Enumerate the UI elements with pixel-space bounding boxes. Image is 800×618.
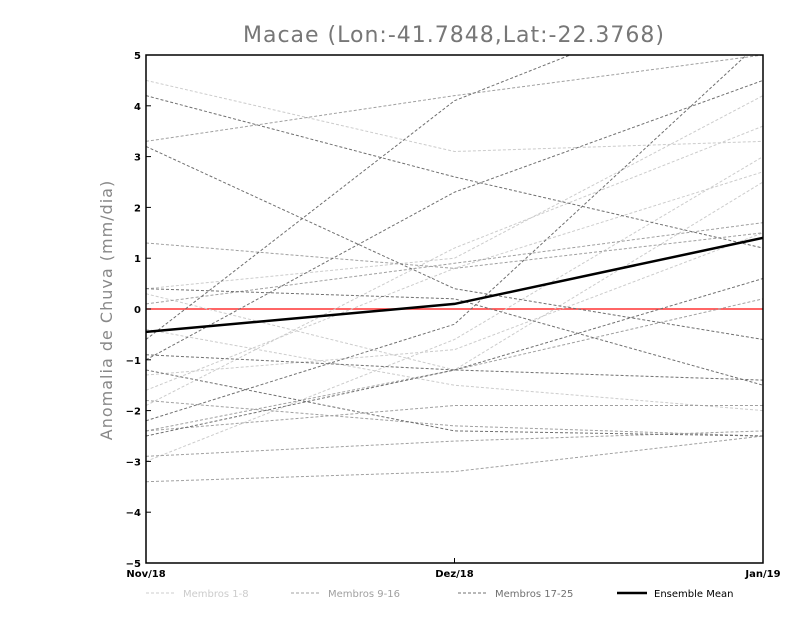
member-line-2 xyxy=(146,125,763,406)
member-line-12 xyxy=(146,430,763,457)
legend-label: Membros 1-8 xyxy=(183,589,249,600)
member-line-5 xyxy=(146,95,763,290)
member-line-20 xyxy=(146,79,763,361)
member-line-18 xyxy=(146,145,763,340)
y-tick-label: 0 xyxy=(134,305,141,316)
x-tick-label: Jan/19 xyxy=(744,569,780,580)
y-tick-label: 1 xyxy=(134,254,141,265)
legend-label: Membros 17-25 xyxy=(495,589,573,600)
legend-label: Membros 9-16 xyxy=(328,589,400,600)
member-line-22 xyxy=(146,288,763,386)
x-tick-label: Dez/18 xyxy=(435,569,474,580)
member-line-11 xyxy=(146,405,763,432)
member-line-1 xyxy=(146,79,763,153)
y-tick-label: 2 xyxy=(134,203,141,214)
ensemble-mean-line xyxy=(146,236,763,334)
member-line-10 xyxy=(146,232,763,269)
member-line-24 xyxy=(146,354,763,381)
member-line-15 xyxy=(146,399,763,437)
y-tick-label: −2 xyxy=(126,407,141,418)
x-tick-label: Nov/18 xyxy=(126,569,165,580)
member-line-3 xyxy=(146,156,763,462)
member-line-21 xyxy=(146,55,748,422)
chart-title: Macae (Lon:-41.7848,Lat:-22.3768) xyxy=(243,23,665,48)
member-line-25 xyxy=(146,278,763,437)
member-line-23 xyxy=(146,369,763,437)
y-tick-label: −5 xyxy=(126,559,141,570)
member-line-14 xyxy=(146,222,763,305)
y-tick-label: −4 xyxy=(126,508,141,519)
legend-label: Ensemble Mean xyxy=(654,589,733,600)
member-line-8 xyxy=(146,181,763,371)
y-tick-label: 4 xyxy=(134,102,141,113)
y-tick-label: 3 xyxy=(134,153,141,164)
member-line-17 xyxy=(146,95,763,249)
member-line-16 xyxy=(146,298,763,432)
y-tick-label: 5 xyxy=(134,51,141,62)
y-tick-label: −3 xyxy=(126,457,141,468)
member-line-4 xyxy=(146,171,763,391)
y-tick-label: −1 xyxy=(126,356,141,367)
y-axis-label: Anomalia de Chuva (mm/dia) xyxy=(97,180,116,440)
member-line-13 xyxy=(146,435,763,483)
member-line-9 xyxy=(146,55,763,142)
member-line-19 xyxy=(146,55,572,340)
